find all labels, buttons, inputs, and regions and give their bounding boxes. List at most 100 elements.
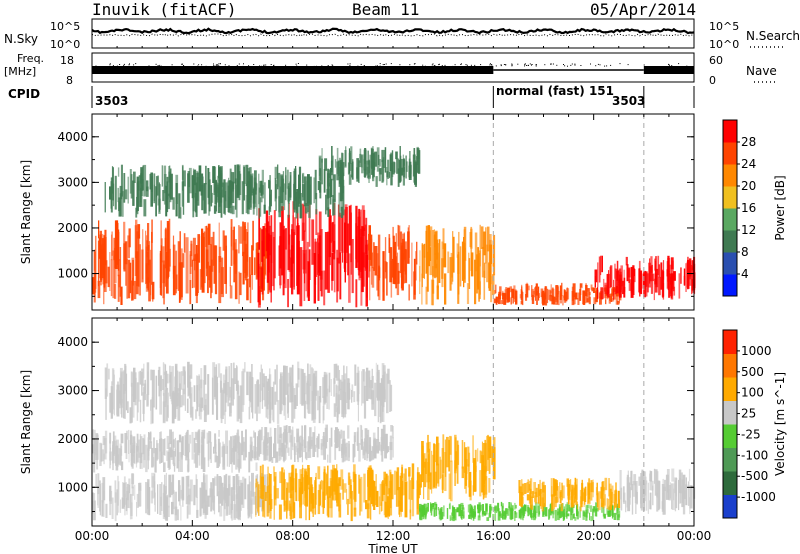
power-band-cell: [618, 274, 622, 290]
power-band-cell: [561, 282, 563, 297]
power-band-cell: [407, 227, 409, 242]
power-colorbar-swatch: [723, 252, 737, 275]
power-band-cell: [292, 215, 294, 252]
nave-dot: [517, 63, 519, 65]
velocity-band-cell: [401, 464, 404, 490]
velocity-band-cell: [305, 452, 308, 461]
power-band-cell: [160, 245, 162, 296]
velocity-band-cell: [612, 509, 614, 516]
velocity-band-cell: [315, 390, 317, 401]
velocity-band-cell: [181, 476, 185, 501]
velocity-band-cell: [538, 502, 540, 515]
velocity-band-cell: [97, 485, 99, 506]
power-band-cell: [175, 274, 178, 290]
nave-dot: [686, 65, 688, 67]
velocity-band-cell: [543, 485, 546, 507]
power-band-cell: [411, 242, 413, 287]
velocity-band-cell: [425, 458, 428, 474]
power-band-cell: [277, 172, 281, 187]
power-band-cell: [132, 277, 134, 300]
power-band-cell: [149, 173, 151, 190]
velocity-band-cell: [486, 517, 490, 521]
velocity-band-cell: [631, 484, 634, 515]
nave-dot: [193, 63, 195, 65]
velocity-band-cell: [366, 503, 370, 519]
velocity-band-cell: [143, 387, 145, 422]
power-band-cell: [298, 166, 302, 199]
nave-dot: [296, 65, 298, 67]
velocity-band-cell: [159, 375, 162, 415]
velocity-band-cell: [442, 512, 444, 519]
velocity-band-cell: [421, 445, 424, 476]
power-band-cell: [282, 229, 285, 296]
power-band-cell: [341, 167, 344, 200]
velocity-band-cell: [328, 372, 331, 393]
velocity-band-cell: [432, 454, 435, 489]
velocity-band-cell: [181, 436, 184, 456]
velocity-band-cell: [533, 510, 536, 521]
velocity-band-cell: [260, 364, 262, 391]
power-band-cell: [123, 221, 126, 270]
velocity-band-cell: [323, 441, 326, 460]
velocity-band-cell: [131, 486, 134, 496]
power-band-cell: [245, 195, 247, 214]
power-band-cell: [114, 175, 117, 210]
velocity-band-cell: [199, 487, 202, 516]
power-band-cell: [291, 245, 294, 295]
velocity-band-cell: [428, 454, 430, 489]
velocity-band-cell: [300, 474, 304, 494]
power-band-cell: [421, 273, 423, 305]
velocity-band-cell: [388, 488, 391, 517]
velocity-band-cell: [239, 479, 242, 511]
velocity-band-cell: [514, 512, 518, 518]
velocity-band-cell: [297, 361, 300, 388]
velocity-band-cell: [275, 451, 279, 463]
velocity-band-cell: [551, 494, 554, 512]
power-band-cell: [143, 199, 147, 217]
velocity-band-cell: [422, 509, 425, 520]
velocity-band-cell: [419, 507, 423, 521]
velocity-band-cell: [177, 440, 180, 461]
velocity-colorbar-tick-label: 1000: [741, 344, 772, 358]
velocity-band-cell: [347, 498, 349, 515]
nave-dot: [505, 64, 506, 66]
velocity-band-cell: [462, 507, 465, 511]
power-band-cell: [413, 271, 416, 300]
velocity-band-cell: [224, 484, 226, 510]
velocity-band-cell: [368, 465, 371, 480]
power-band-cell: [421, 244, 425, 278]
power-band-cell: [166, 181, 169, 213]
power-band-cell: [402, 233, 405, 284]
velocity-band-cell: [601, 485, 604, 495]
power-band-cell: [158, 198, 161, 214]
cpid-segment-3-label: 3503: [612, 94, 646, 108]
velocity-band-cell: [617, 490, 621, 508]
velocity-band-cell: [197, 376, 200, 407]
velocity-band-cell: [502, 509, 504, 520]
nave-dot: [357, 65, 359, 67]
velocity-band-cell: [323, 469, 326, 500]
nave-dot: [503, 64, 505, 65]
power-band-cell: [126, 258, 128, 299]
power-band-cell: [280, 176, 284, 211]
power-band-cell: [235, 184, 238, 218]
velocity-band-cell: [539, 479, 541, 495]
power-band-cell: [457, 257, 460, 274]
power-band-cell: [136, 231, 139, 287]
velocity-band-cell: [390, 425, 393, 432]
power-band-cell: [359, 153, 362, 168]
power-band-cell: [97, 240, 100, 287]
velocity-band-cell: [248, 451, 251, 473]
nave-dot: [452, 65, 454, 67]
velocity-band-cell: [186, 495, 189, 519]
velocity-colorbar-swatch: [723, 494, 737, 519]
velocity-band-cell: [576, 505, 577, 517]
power-band-cell: [426, 251, 429, 292]
velocity-band-cell: [269, 427, 272, 446]
power-band-cell: [578, 292, 581, 299]
velocity-band-cell: [346, 489, 348, 505]
velocity-band-7: [619, 468, 696, 515]
power-ytick-label: 4000: [57, 130, 88, 144]
velocity-band-cell: [211, 377, 214, 415]
velocity-band-cell: [254, 384, 257, 414]
